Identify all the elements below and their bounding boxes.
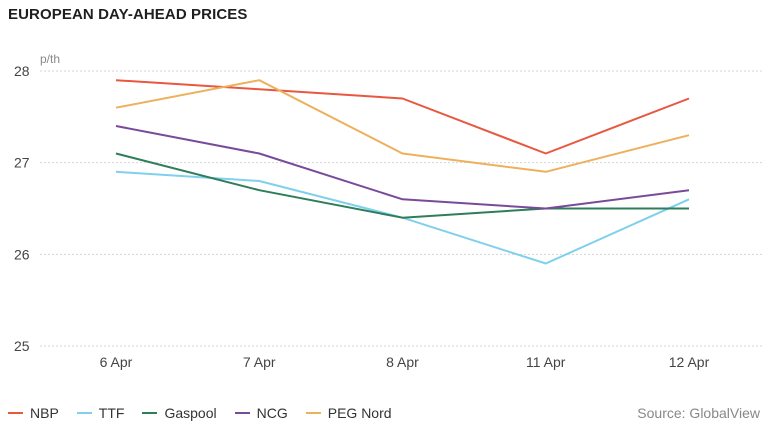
legend-swatch xyxy=(305,412,321,414)
legend-item: TTF xyxy=(76,405,125,421)
y-tick-label: 28 xyxy=(14,63,30,79)
legend-item: NBP xyxy=(8,405,59,421)
series-line-nbp xyxy=(115,79,690,155)
legend-item: Gaspool xyxy=(142,405,217,421)
x-tick-label: 8 Apr xyxy=(386,354,419,370)
x-tick-label: 12 Apr xyxy=(669,354,710,370)
legend-swatch xyxy=(142,412,158,414)
y-tick-label: 25 xyxy=(14,338,30,354)
legend-label: TTF xyxy=(98,405,125,421)
legend-swatch xyxy=(8,412,23,414)
y-axis-ticks: 25 26 27 28 xyxy=(14,63,30,354)
legend-label: NCG xyxy=(256,405,288,421)
chart-title: EUROPEAN DAY-AHEAD PRICES xyxy=(8,6,248,23)
legend-label: Gaspool xyxy=(164,405,217,421)
line-chart: 25 26 27 28 6 Apr 7 Apr 8 Apr 11 Apr 12 Apr xyxy=(14,63,762,370)
x-tick-label: 11 Apr xyxy=(526,354,566,370)
series-line-ncg xyxy=(115,125,690,210)
y-tick-label: 27 xyxy=(14,155,30,171)
series-line-peg-nord xyxy=(115,79,690,173)
x-axis-ticks: 6 Apr 7 Apr 8 Apr 11 Apr 12 Apr xyxy=(100,354,710,370)
series-lines xyxy=(115,79,690,265)
series-line-gaspool xyxy=(115,152,689,219)
legend: NBP TTF Gaspool NCG PEG Nord xyxy=(8,405,392,421)
legend-swatch xyxy=(234,412,250,414)
y-tick-label: 26 xyxy=(14,246,30,262)
gridlines xyxy=(40,70,762,347)
x-tick-label: 6 Apr xyxy=(100,354,133,370)
x-tick-label: 7 Apr xyxy=(243,354,276,370)
legend-swatch xyxy=(76,412,92,414)
legend-label: NBP xyxy=(30,405,59,421)
source-note: Source: GlobalView xyxy=(637,405,760,421)
legend-label: PEG Nord xyxy=(327,405,392,421)
legend-item: NCG xyxy=(234,405,288,421)
y-axis-unit-label: p/th xyxy=(40,52,61,66)
legend-item: PEG Nord xyxy=(305,405,392,421)
